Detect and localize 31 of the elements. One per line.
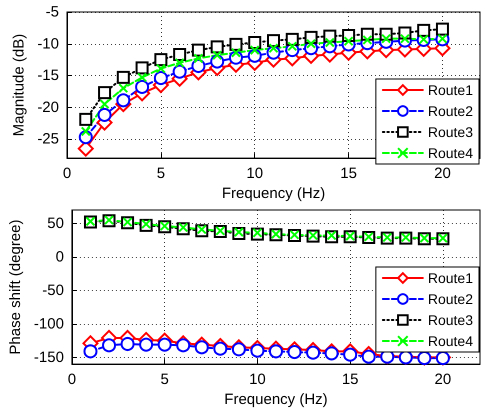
x-tick-label: 20 <box>434 165 451 182</box>
legend-label: Route1 <box>428 82 474 98</box>
y-tick-label: -10 <box>37 35 59 52</box>
x-tick-label: 20 <box>434 371 452 388</box>
x-axis-title: Frequency (Hz) <box>224 391 328 408</box>
x-tick-label: 10 <box>249 371 266 388</box>
y-tick-label: -20 <box>37 98 59 116</box>
x-tick-label: 0 <box>68 371 76 388</box>
y-axis-title: Magnitude (dB) <box>10 34 28 136</box>
x-tick-label: 5 <box>160 371 169 388</box>
y-tick-label: -5 <box>46 4 59 20</box>
legend-label: Route3 <box>428 124 474 140</box>
legend-label: Route2 <box>428 291 474 307</box>
x-axis-title: Frequency (Hz) <box>222 185 326 202</box>
x-tick-label: 10 <box>246 165 264 182</box>
x-tick-label: 5 <box>156 165 166 182</box>
y-tick-label: -25 <box>37 130 59 148</box>
y-tick-label: -100 <box>34 315 64 332</box>
y-axis-title: Phase shift (degree) <box>7 220 24 355</box>
y-tick-label: 50 <box>47 214 64 232</box>
legend-label: Route3 <box>428 312 474 328</box>
legend-label: Route4 <box>428 145 474 161</box>
legend-label: Route4 <box>428 333 474 349</box>
legend-label: Route1 <box>428 270 474 286</box>
y-tick-label: -150 <box>34 348 64 366</box>
y-tick-label: -15 <box>37 67 59 84</box>
legend-label: Route2 <box>428 103 474 119</box>
x-tick-label: 15 <box>340 165 357 182</box>
x-tick-label: 15 <box>342 371 358 388</box>
y-tick-label: -50 <box>42 282 64 299</box>
y-tick-label: 0 <box>56 248 64 266</box>
